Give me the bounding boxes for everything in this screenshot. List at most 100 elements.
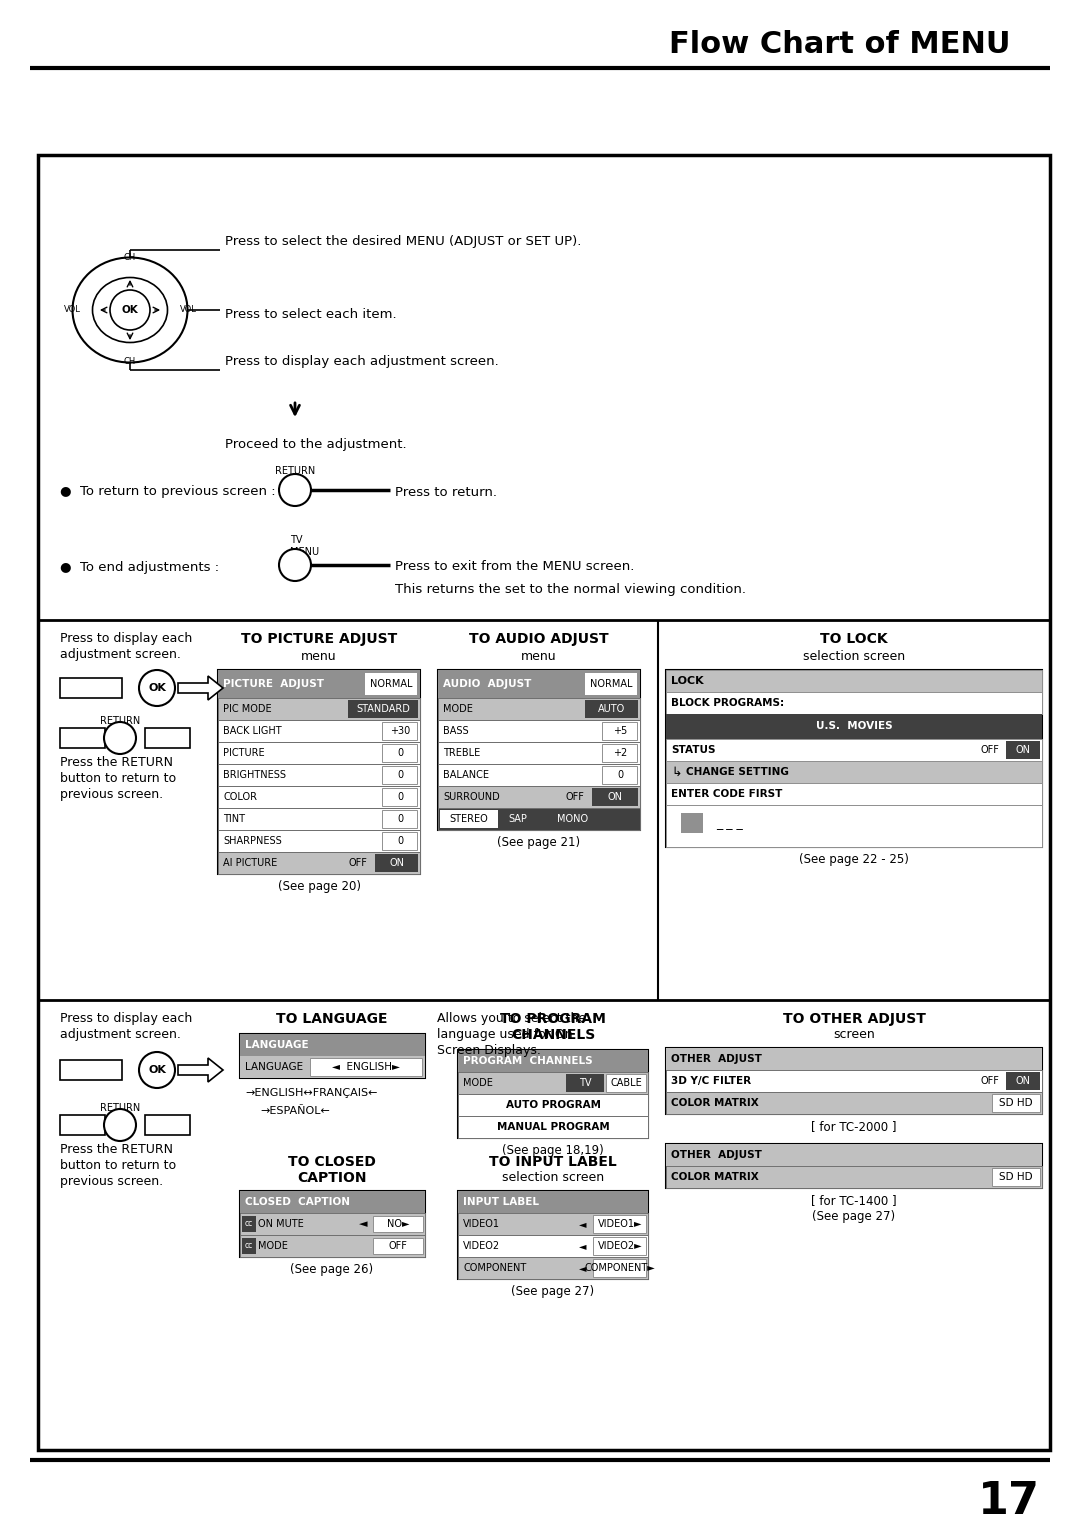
Text: (See page 26): (See page 26) [291,1262,374,1276]
Text: RETURN: RETURN [99,716,140,726]
Text: ◄: ◄ [579,1241,586,1252]
Bar [592,788,638,805]
Text: CHANGE SETTING: CHANGE SETTING [686,767,788,778]
Text: PICTURE  ADJUST: PICTURE ADJUST [222,680,324,689]
Text: BALANCE: BALANCE [443,770,489,779]
Text: MODE: MODE [443,704,473,713]
Bar [240,1235,426,1256]
Text: NORMAL: NORMAL [369,680,413,689]
Bar [60,1115,105,1135]
Text: button to return to: button to return to [60,1160,176,1172]
Text: →ENGLISH↔FRANÇAIS←: →ENGLISH↔FRANÇAIS← [245,1088,378,1098]
Circle shape [139,670,175,706]
Text: adjustment screen.: adjustment screen. [60,1028,180,1042]
Bar [218,851,420,874]
Bar [458,1049,648,1138]
Text: RETURN: RETURN [275,466,315,476]
Bar [993,1094,1040,1112]
Bar [242,1216,256,1232]
Text: RETURN: RETURN [99,1103,140,1114]
Text: menu: menu [522,650,557,663]
Bar [145,729,190,749]
Ellipse shape [72,258,188,362]
Text: OFF: OFF [389,1241,407,1252]
Bar [240,1034,426,1055]
Circle shape [279,549,311,581]
Bar [38,155,1050,1450]
Text: OFF: OFF [981,746,999,755]
Text: BRIGHTNESS: BRIGHTNESS [222,770,286,779]
Bar [382,788,417,805]
Bar [440,810,498,828]
Bar [666,1071,1042,1092]
Circle shape [279,474,311,506]
Text: button to return to: button to return to [60,772,176,785]
Text: 17: 17 [978,1480,1040,1523]
Text: Press the RETURN: Press the RETURN [60,1143,173,1157]
Text: NO►: NO► [387,1220,409,1229]
Bar [593,1259,646,1276]
Bar [218,785,420,808]
Text: SD HD: SD HD [999,1172,1032,1183]
Text: MENU: MENU [291,548,319,557]
Text: ↳: ↳ [671,765,681,778]
Text: CLOSED  CAPTION: CLOSED CAPTION [245,1197,350,1207]
Text: AI PICTURE: AI PICTURE [222,858,278,868]
Bar [666,1048,1042,1114]
Text: PICTURE: PICTURE [222,749,265,758]
Text: OTHER  ADJUST: OTHER ADJUST [671,1150,761,1160]
Text: 3D Y/C FILTER: 3D Y/C FILTER [671,1075,751,1086]
Bar [382,744,417,762]
Bar [375,854,418,871]
Text: SD HD: SD HD [999,1098,1032,1108]
Text: PIC MODE: PIC MODE [222,704,272,713]
Text: TO LOCK: TO LOCK [820,632,888,646]
Text: LOCK: LOCK [671,676,704,686]
Bar [218,670,420,698]
Text: STEREO: STEREO [449,815,488,824]
Text: ON: ON [1015,746,1030,755]
Bar [666,692,1042,713]
Text: STANDARD: STANDARD [356,704,410,713]
Bar [458,1213,648,1235]
Text: 0: 0 [397,815,403,824]
Text: VOL: VOL [64,305,80,314]
Text: TO PROGRAM: TO PROGRAM [500,1012,606,1026]
Bar [382,765,417,784]
Text: Press to exit from the MENU screen.: Press to exit from the MENU screen. [395,560,634,574]
Text: _ _ _: _ _ _ [716,816,743,830]
Bar [458,1235,648,1256]
Text: +5: +5 [612,726,627,736]
Circle shape [104,1109,136,1141]
Bar [666,782,1042,805]
Text: ENTER CODE FIRST: ENTER CODE FIRST [671,788,782,799]
Bar [240,1190,426,1256]
Text: TV: TV [579,1078,591,1088]
Text: ●  To return to previous screen :: ● To return to previous screen : [60,485,275,499]
Text: PROGRAM  CHANNELS: PROGRAM CHANNELS [463,1055,593,1066]
Text: INPUT LABEL: INPUT LABEL [463,1197,539,1207]
Ellipse shape [93,278,167,342]
Text: STATUS: STATUS [671,746,715,755]
Bar [218,830,420,851]
Bar [458,1190,648,1279]
Text: TO INPUT LABEL: TO INPUT LABEL [489,1155,617,1169]
Text: OK: OK [148,683,166,693]
Polygon shape [178,1058,222,1081]
Bar [382,723,417,739]
Bar [606,1074,646,1092]
Text: Allows you to select the: Allows you to select the [437,1012,586,1025]
Text: COMPONENT: COMPONENT [463,1262,526,1273]
Text: language used for On: language used for On [437,1028,572,1042]
Text: adjustment screen.: adjustment screen. [60,647,180,661]
Bar [458,1190,648,1213]
Bar [218,698,420,719]
Text: cc: cc [245,1220,253,1229]
Bar [458,1049,648,1072]
Bar [666,1144,1042,1187]
Text: AUDIO  ADJUST: AUDIO ADJUST [443,680,531,689]
Bar [585,700,638,718]
Bar [458,1117,648,1138]
Bar [1005,741,1040,759]
Text: CH: CH [124,357,136,367]
